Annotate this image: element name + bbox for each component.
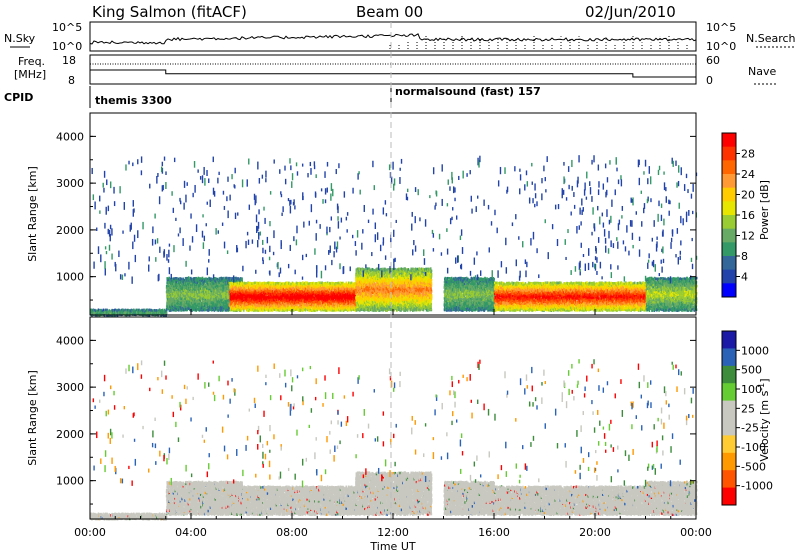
power-cell (206, 278, 208, 281)
power-cell (180, 297, 182, 300)
cpid-label: CPID (4, 91, 33, 104)
nsearch-label: N.Search (746, 32, 796, 45)
freq-unit-label: [MHz] (14, 68, 46, 81)
nave-label: Nave (748, 65, 776, 78)
fitacf-summary-plot: King Salmon (fitACF) Beam 00 02/Jun/2010… (0, 0, 800, 554)
power-cell (135, 311, 137, 314)
nave-tick-bottom: 0 (706, 74, 713, 87)
date-label: 02/Jun/2010 (585, 3, 676, 21)
nave-tick-top: 60 (706, 54, 720, 67)
freq-trace (90, 64, 696, 77)
power-cell (156, 309, 158, 312)
beam-label: Beam 00 (356, 3, 423, 21)
freq-tick-bottom: 8 (68, 74, 75, 87)
freq-tick-top: 18 (62, 54, 76, 67)
power-heatmap (90, 155, 697, 316)
nave-step-line (90, 70, 696, 77)
nsearch-tick-bottom: 10^0 (706, 40, 736, 53)
power-cell (122, 309, 124, 312)
power-cell (105, 309, 107, 312)
freq-panel-frame (90, 55, 696, 84)
plot-title: King Salmon (fitACF) (92, 3, 247, 21)
freq-label: Freq. (18, 55, 45, 68)
power-cell (144, 309, 146, 312)
cpid-mode-2: normalsound (fast) 157 (395, 85, 541, 98)
nsky-line (90, 34, 696, 48)
cpid-mode-1: themis 3300 (95, 94, 172, 107)
power-cell (162, 310, 164, 313)
nsky-tick-top: 10^5 (52, 21, 82, 34)
nsky-label: N.Sky (4, 32, 36, 45)
power-cell (154, 309, 156, 312)
nsearch-tick-top: 10^5 (706, 21, 736, 34)
power-cell (103, 309, 105, 312)
power-cell (203, 301, 205, 304)
nsky-trace (90, 34, 696, 49)
nsky-tick-bottom: 10^0 (52, 40, 82, 53)
